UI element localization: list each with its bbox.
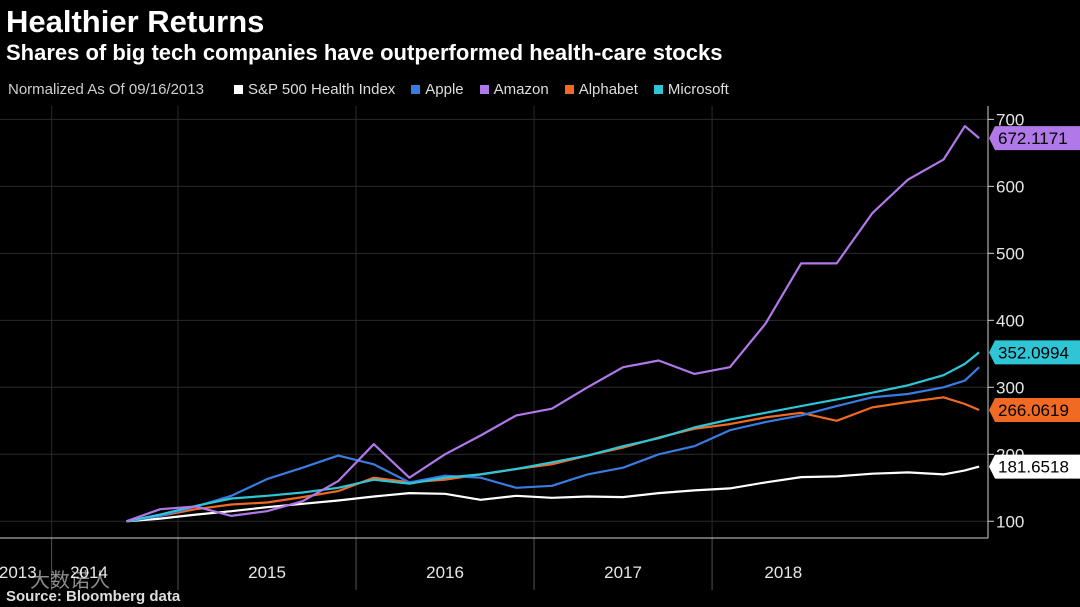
legend-swatch — [233, 85, 243, 94]
y-tick-label: 400 — [996, 311, 1024, 330]
series-line-apple — [126, 366, 980, 523]
x-tick-label: 2017 — [604, 563, 642, 582]
y-tick-label: 300 — [996, 378, 1024, 397]
x-tick-label: 2015 — [248, 563, 286, 582]
end-value-tag-bg — [989, 398, 1080, 423]
end-value-label: 181.6518 — [998, 458, 1069, 477]
line-chart: 1002003004005006007002013201420152016201… — [0, 106, 1080, 590]
x-tick-label: 2013 — [0, 563, 37, 582]
legend-swatch — [564, 85, 574, 94]
end-value-tag: 181.6518 — [989, 454, 1080, 479]
y-tick-label: 100 — [996, 512, 1024, 531]
legend: Normalized As Of 09/16/2013 S&P 500 Heal… — [8, 81, 745, 98]
chart-subtitle: Shares of big tech companies have outper… — [6, 40, 723, 65]
y-tick-label: 700 — [996, 110, 1024, 129]
end-value-tag-bg — [989, 126, 1080, 151]
legend-item-health: S&P 500 Health Index — [233, 81, 396, 98]
y-tick-label: 600 — [996, 177, 1024, 196]
legend-item-alphabet: Alphabet — [564, 81, 638, 98]
y-tick-label: 500 — [996, 244, 1024, 263]
watermark: 大数诺人 — [30, 570, 110, 592]
source-note: Source: Bloomberg data — [6, 588, 181, 605]
end-value-tag-bg — [989, 454, 1080, 479]
legend-swatch — [411, 85, 421, 94]
end-value-tag-bg — [989, 340, 1080, 365]
legend-swatch — [653, 85, 663, 94]
end-value-label: 266.0619 — [998, 401, 1069, 420]
end-value-tag: 266.0619 — [989, 398, 1080, 423]
legend-label: Apple — [425, 81, 464, 98]
end-value-tag: 352.0994 — [989, 340, 1080, 365]
x-tick-label: 2014 — [70, 563, 108, 582]
end-value-label: 672.1171 — [998, 129, 1068, 148]
series-line-amazon — [126, 125, 980, 523]
chart-title: Healthier Returns — [6, 4, 265, 39]
series-line-alphabet — [126, 396, 980, 523]
legend-swatch — [479, 85, 489, 94]
legend-item-apple: Apple — [411, 81, 464, 98]
end-value-label: 352.0994 — [998, 343, 1069, 362]
legend-label: Microsoft — [667, 81, 729, 98]
legend-label: S&P 500 Health Index — [247, 81, 396, 98]
legend-item-amazon: Amazon — [479, 81, 549, 98]
x-tick-label: 2018 — [764, 563, 802, 582]
series-line-s-p-500-health-index — [126, 465, 980, 523]
legend-label: Alphabet — [578, 81, 638, 98]
series-line-microsoft — [126, 351, 980, 523]
legend-note: Normalized As Of 09/16/2013 — [8, 81, 204, 98]
legend-item-microsoft: Microsoft — [653, 81, 729, 98]
legend-label: Amazon — [493, 81, 549, 98]
end-value-tag: 672.1171 — [989, 126, 1080, 151]
x-tick-label: 2016 — [426, 563, 464, 582]
